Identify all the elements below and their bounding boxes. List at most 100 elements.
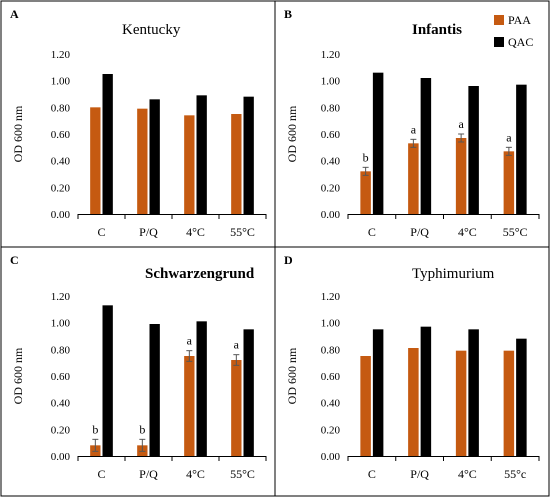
x-tick-label: 4°C: [186, 225, 205, 239]
legend-label-1: QAC: [508, 35, 533, 49]
x-tick-label: P/Q: [139, 467, 158, 481]
y-tick-label: 0.80: [51, 344, 71, 356]
bar-series-1-0: [102, 305, 113, 456]
bar-series-0-0: [360, 171, 371, 214]
panel-title: Typhimurium: [412, 266, 495, 282]
bar-series-1-3: [516, 84, 527, 215]
panel-letter: C: [10, 253, 19, 267]
significance-label: a: [234, 338, 240, 352]
y-tick-label: 0.00: [51, 451, 71, 463]
significance-label: b: [92, 422, 98, 436]
x-tick-label: C: [97, 467, 105, 481]
bar-series-0-3: [231, 114, 242, 214]
x-tick-label: C: [97, 225, 105, 239]
x-tick-label: 55°C: [230, 467, 255, 481]
y-tick-label: 0.80: [51, 102, 71, 114]
y-tick-label: 0.80: [321, 344, 341, 356]
panel-letter: D: [284, 253, 293, 267]
y-tick-label: 0.40: [321, 156, 341, 168]
y-axis-label: OD 600 nm: [11, 105, 25, 162]
significance-label: a: [506, 130, 512, 144]
y-tick-label: 0.20: [321, 424, 341, 436]
y-tick-label: 0.20: [51, 424, 71, 436]
bar-series-1-3: [243, 329, 254, 456]
x-tick-label: C: [368, 225, 376, 239]
y-tick-label: 0.60: [51, 129, 71, 141]
panel-title: Infantis: [412, 22, 462, 38]
bar-series-1-2: [468, 329, 479, 456]
bar-series-1-1: [149, 99, 160, 214]
bar-series-0-3: [503, 151, 515, 214]
y-tick-label: 1.20: [51, 291, 71, 303]
bar-series-1-2: [196, 95, 207, 214]
bar-series-0-1: [408, 348, 419, 456]
y-tick-label: 0.20: [321, 182, 341, 194]
y-tick-label: 0.60: [321, 129, 341, 141]
y-tick-label: 0.60: [321, 371, 341, 383]
bar-series-1-1: [420, 78, 432, 214]
y-tick-label: 1.00: [51, 318, 71, 330]
bar-series-1-3: [516, 338, 527, 456]
x-tick-label: C: [368, 467, 376, 481]
y-tick-label: 0.40: [321, 398, 341, 410]
bar-series-1-2: [196, 321, 207, 456]
y-tick-label: 0.60: [51, 371, 71, 383]
panel-title: Schwarzengrund: [145, 266, 255, 282]
bar-series-1-0: [372, 72, 384, 215]
x-tick-label: 4°C: [186, 467, 205, 481]
bar-series-1-0: [102, 74, 113, 214]
y-tick-label: 1.00: [321, 318, 341, 330]
x-tick-label: 55°C: [503, 225, 528, 239]
bar-series-1-2: [468, 86, 479, 214]
significance-label: a: [458, 117, 464, 131]
y-tick-label: 1.00: [51, 76, 71, 88]
y-axis-label: OD 600 nm: [285, 347, 299, 404]
y-tick-label: 0.00: [321, 209, 341, 221]
legend-label-0: PAA: [508, 13, 531, 27]
significance-label: a: [411, 122, 417, 136]
bar-series-1-3: [243, 96, 254, 214]
x-tick-label: 4°C: [458, 467, 477, 481]
panel-b: B Infantis OD 600 nm 0.00 0.20 0.40 0.60 0.80 1.…: [284, 7, 540, 239]
significance-label: b: [363, 150, 369, 164]
y-tick-label: 0.20: [51, 182, 71, 194]
y-tick-label: 0.80: [321, 102, 341, 114]
bar-series-0-1: [137, 108, 148, 214]
panel-letter: B: [284, 7, 292, 21]
y-tick-label: 1.20: [321, 49, 341, 61]
x-tick-label: 55°C: [230, 225, 255, 239]
panel-title: Kentucky: [122, 22, 181, 38]
y-tick-label: 0.40: [51, 398, 71, 410]
y-tick-label: 1.20: [321, 291, 341, 303]
panel-d: D Typhimurium OD 600 nm 0.00 0.20 0.40 0.60 0.8…: [284, 253, 540, 481]
y-tick-label: 0.00: [321, 451, 341, 463]
legend-swatch-1: [494, 37, 504, 47]
panel-letter: A: [10, 7, 19, 21]
x-tick-label: 4°C: [458, 225, 477, 239]
y-tick-label: 1.20: [51, 49, 71, 61]
significance-label: b: [139, 422, 145, 436]
y-tick-label: 0.00: [51, 209, 71, 221]
x-tick-label: P/Q: [410, 467, 429, 481]
panel-a: A Kentucky OD 600 nm 0.00 0.20 0.40 0.60 0.80 1.…: [10, 7, 267, 239]
bar-series-0-3: [503, 350, 515, 456]
bar-series-0-2: [455, 138, 467, 214]
legend-swatch-0: [494, 15, 504, 25]
x-tick-label: 55°c: [504, 467, 526, 481]
bar-series-1-1: [420, 326, 432, 456]
significance-label: a: [187, 334, 193, 348]
bar-series-0-2: [184, 356, 195, 456]
bar-series-0-2: [455, 350, 467, 456]
panel-c: C Schwarzengrund OD 600 nm 0.00 0.20 0.40 0.60…: [10, 253, 267, 481]
bar-series-0-0: [90, 107, 101, 214]
bar-series-1-1: [149, 324, 160, 456]
bar-series-1-0: [372, 329, 384, 456]
y-tick-label: 0.40: [51, 156, 71, 168]
y-axis-label: OD 600 nm: [11, 347, 25, 404]
bar-series-0-0: [360, 356, 371, 456]
x-tick-label: P/Q: [410, 225, 429, 239]
x-tick-label: P/Q: [139, 225, 158, 239]
bar-series-0-1: [408, 143, 419, 214]
bar-series-0-2: [184, 115, 195, 214]
